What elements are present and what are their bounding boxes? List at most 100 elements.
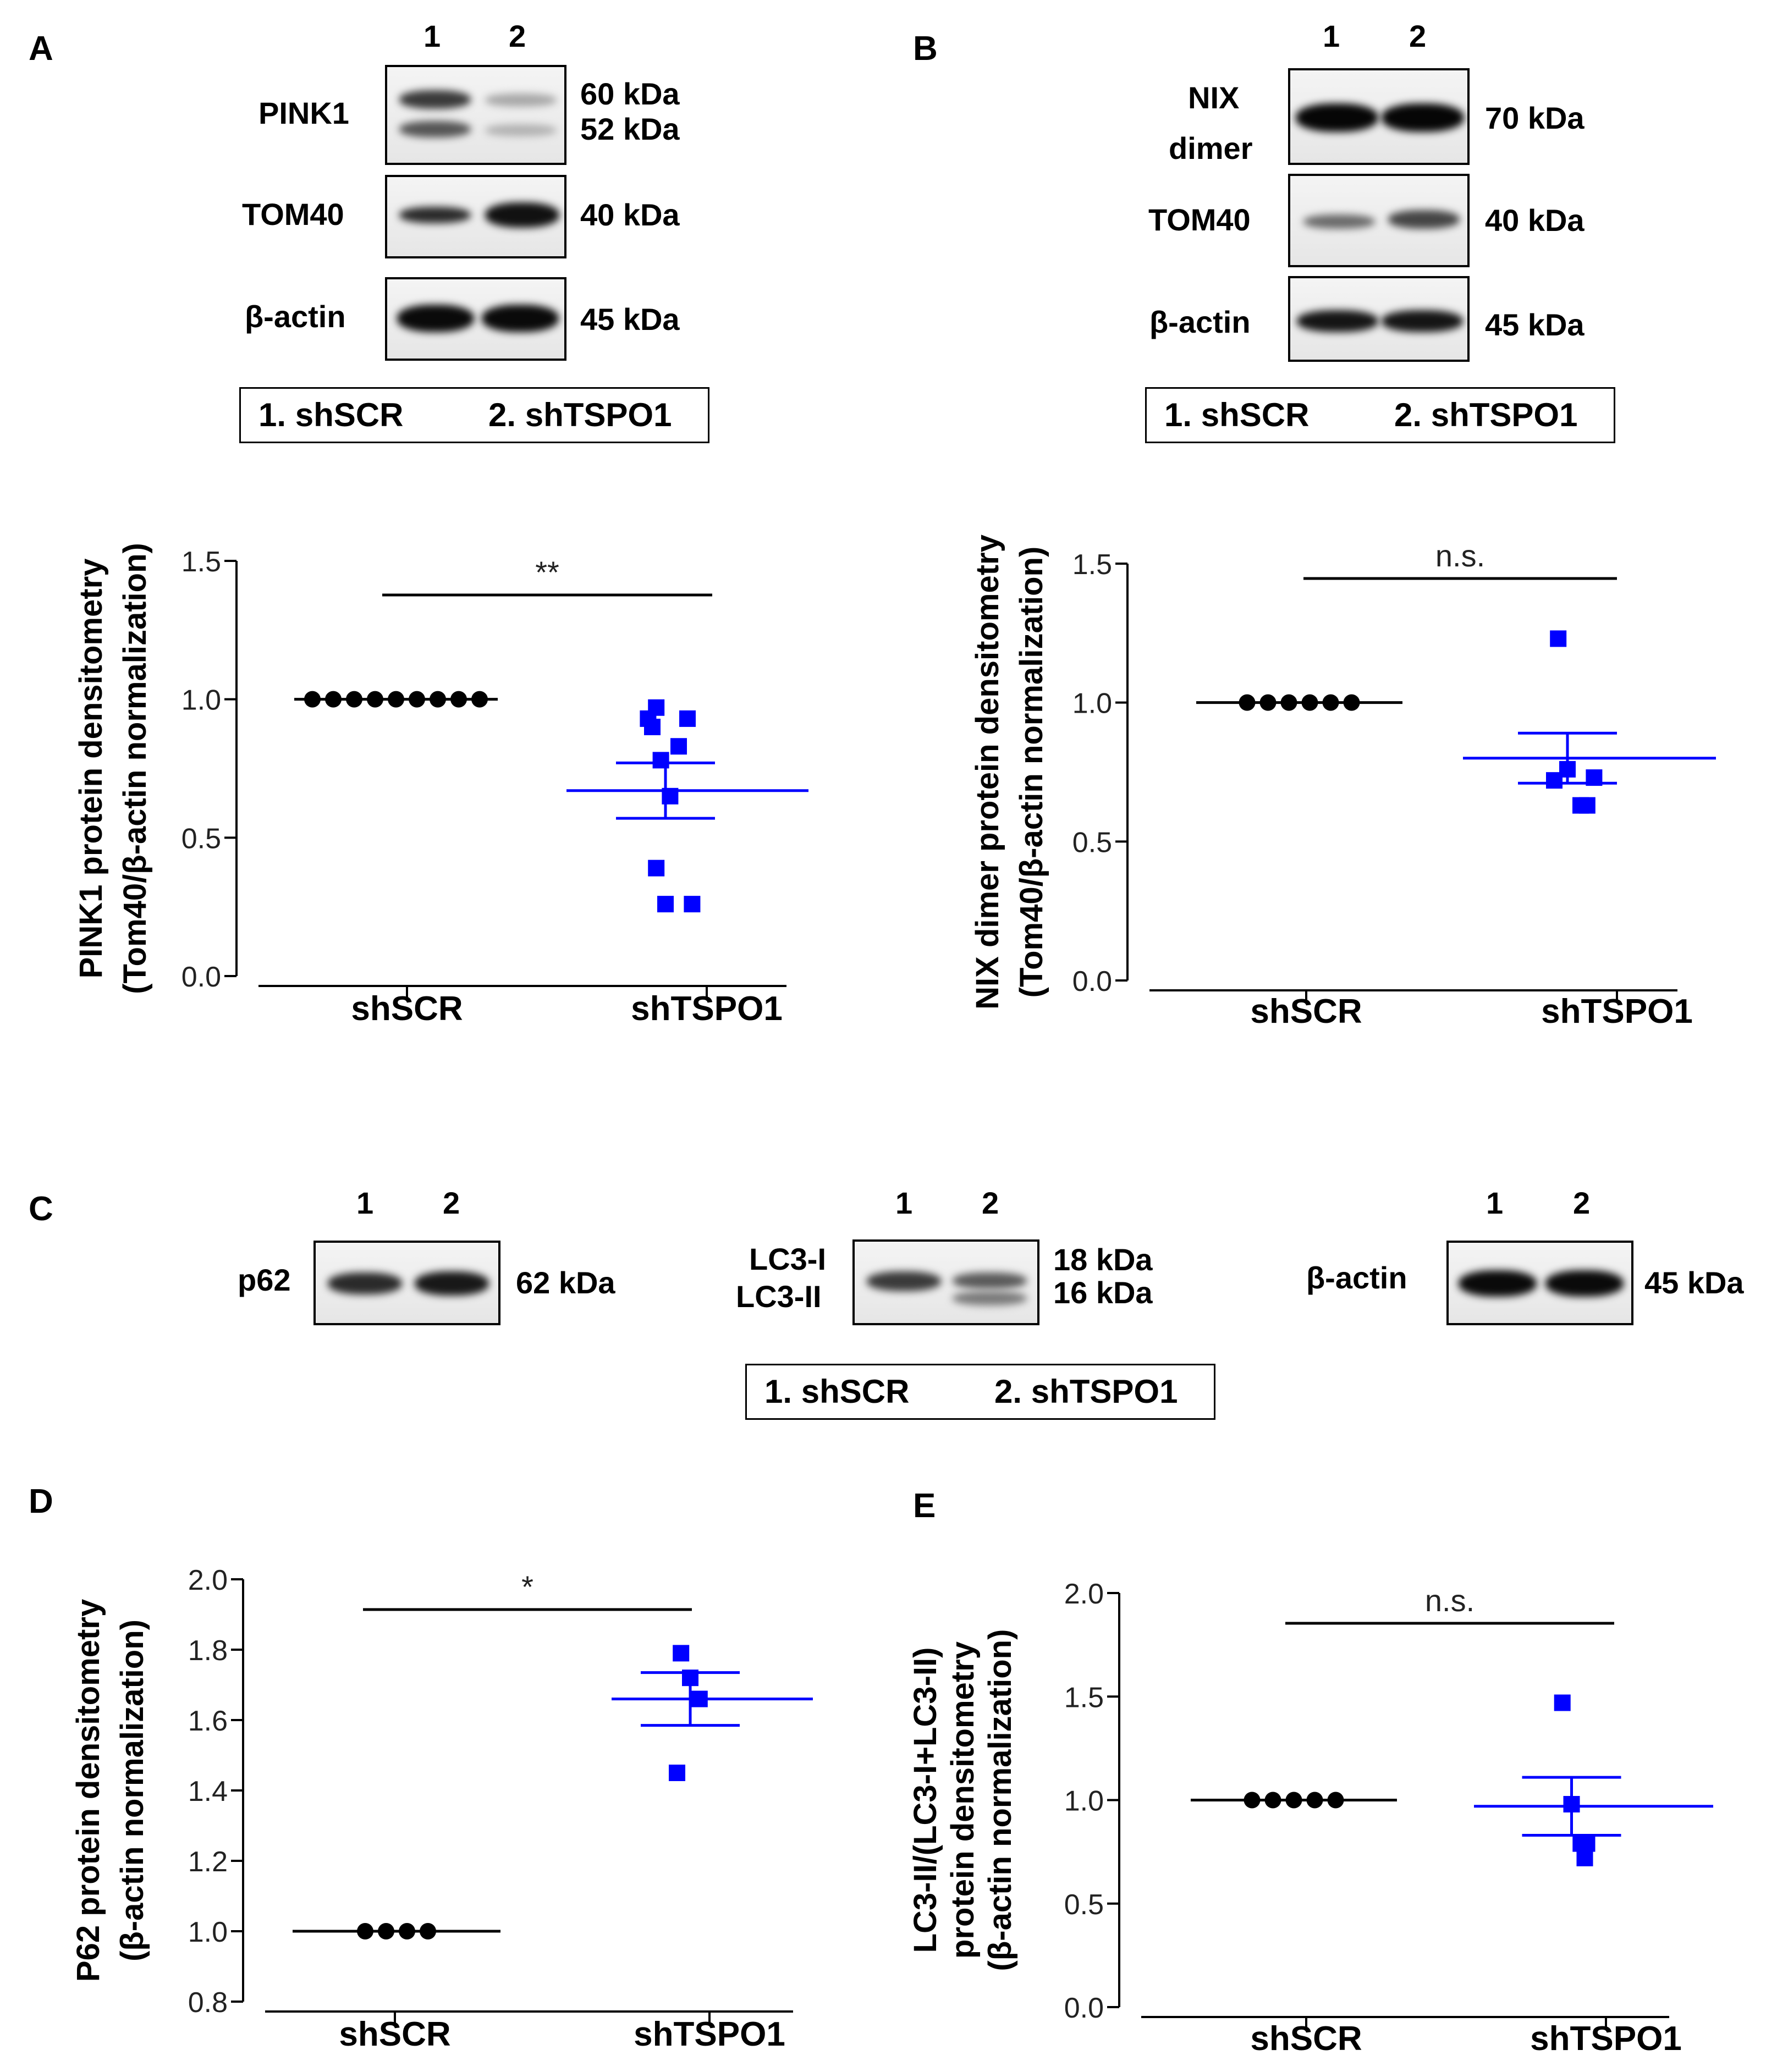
data-point	[662, 787, 679, 804]
data-point	[346, 691, 362, 708]
y-axis-title: protein densitometry	[945, 1641, 981, 1959]
data-point	[325, 691, 342, 708]
legend-item-shscr: 1. shSCR	[258, 396, 404, 433]
y-tick-label: 1.5	[181, 546, 221, 578]
chart-e: 0.0 0.5 1.0 1.5 2.0 LC3-II/(LC3-I+LC3-II) prot…	[907, 1578, 1713, 2058]
chart-d: 0.8 1.0 1.2 1.4 1.6 1.8 2.0 P62 protein densito…	[70, 1564, 813, 2053]
lane-number-1: 1	[895, 1186, 913, 1220]
kda-label-40: 40 kDa	[580, 197, 680, 232]
kda-label-62: 62 kDa	[516, 1265, 615, 1300]
legend-item-shtspo1: 2. shTSPO1	[488, 396, 672, 433]
data-point	[1343, 694, 1360, 711]
data-point	[357, 1923, 373, 1939]
data-point	[679, 710, 696, 727]
kda-label-60: 60 kDa	[580, 76, 680, 111]
legend-box-c: 1. shSCR 2. shTSPO1	[745, 1364, 1215, 1420]
legend-item-shtspo1: 2. shTSPO1	[1394, 396, 1578, 433]
data-point	[367, 691, 383, 708]
y-tick-label: 1.0	[181, 685, 221, 717]
y-axis-title: (Tom40/β-actin normalization)	[117, 543, 153, 994]
data-point	[1280, 694, 1297, 711]
y-tick-label: 1.5	[1064, 1682, 1104, 1713]
data-point	[1259, 694, 1277, 711]
kda-label-18: 18 kDa	[1053, 1242, 1153, 1277]
data-point	[1285, 1792, 1302, 1809]
y-tick-label: 0.5	[1072, 826, 1112, 858]
lane-number-2: 2	[443, 1186, 460, 1220]
panel-label-d: D	[29, 1483, 53, 1520]
lane-number-1: 1	[1486, 1186, 1504, 1220]
kda-label-40: 40 kDa	[1485, 203, 1585, 238]
blot-image-pink1	[385, 65, 566, 165]
data-point	[409, 691, 425, 708]
kda-label-45: 45 kDa	[1485, 307, 1585, 342]
data-point	[648, 859, 665, 877]
blot-label-lc3-ii: LC3-II	[736, 1279, 822, 1314]
chart-a: 0.0 0.5 1.0 1.5 PINK1 protein densitometry (T…	[73, 543, 808, 1028]
lane-number-2: 2	[982, 1186, 999, 1220]
y-axis-title: P62 protein densitometry	[70, 1599, 106, 1982]
data-point	[1264, 1792, 1281, 1809]
panel-label-a: A	[29, 30, 53, 68]
y-tick-label: 0.0	[1072, 966, 1112, 998]
data-point	[1554, 1694, 1571, 1711]
data-point	[1301, 694, 1318, 711]
y-axis-title: (Tom40/β-actin normalization)	[1014, 547, 1049, 998]
x-category-label: shSCR	[1250, 993, 1362, 1031]
significance-label: n.s.	[1435, 538, 1485, 573]
data-point	[304, 691, 321, 708]
blot-image-actin	[1446, 1241, 1633, 1325]
x-category-label: shTSPO1	[631, 990, 783, 1028]
blot-image-lc3	[852, 1239, 1039, 1325]
y-axis-title: PINK1 protein densitometry	[73, 559, 109, 979]
data-point	[450, 691, 467, 708]
blot-image-p62	[313, 1241, 500, 1325]
data-point	[1550, 630, 1567, 647]
data-point	[378, 1923, 394, 1939]
data-point	[1578, 1835, 1596, 1852]
data-point	[1586, 769, 1603, 786]
kda-label-45: 45 kDa	[1644, 1265, 1744, 1300]
data-point	[1322, 694, 1339, 711]
data-point	[430, 691, 446, 708]
blot-label-actin: β-actin	[1306, 1260, 1407, 1295]
data-point	[684, 896, 701, 913]
blot-label-pink1: PINK1	[258, 96, 349, 130]
chart-b: 0.0 0.5 1.0 1.5 NIX dimer protein densitomet…	[970, 534, 1716, 1031]
data-point	[420, 1923, 436, 1939]
x-category-label: shSCR	[351, 990, 463, 1028]
significance-label: n.s.	[1425, 1583, 1475, 1618]
y-tick-label: 2.0	[188, 1564, 228, 1596]
y-tick-label: 1.8	[188, 1635, 228, 1667]
data-point	[1563, 1796, 1580, 1813]
y-tick-label: 0.0	[1064, 1992, 1104, 2024]
data-point	[691, 1690, 708, 1707]
data-point	[471, 691, 488, 708]
kda-label-45: 45 kDa	[580, 302, 680, 337]
lane-number-1: 1	[1323, 19, 1340, 53]
x-category-label: shSCR	[339, 2015, 450, 2053]
blot-image-tom40	[385, 175, 566, 258]
y-tick-label: 0.0	[181, 961, 221, 993]
blot-label-actin: β-actin	[245, 299, 346, 334]
kda-label-52: 52 kDa	[580, 112, 680, 146]
blot-label-p62: p62	[238, 1263, 291, 1297]
x-category-label: shSCR	[1250, 2020, 1362, 2058]
panel-label-e: E	[913, 1487, 936, 1525]
data-point	[682, 1669, 698, 1687]
blot-image-nix-dimer	[1288, 68, 1470, 165]
y-tick-label: 1.4	[188, 1776, 228, 1808]
data-point	[673, 1645, 690, 1662]
data-point	[652, 752, 669, 769]
y-tick-label: 1.0	[188, 1916, 228, 1948]
blot-image-actin	[1288, 276, 1470, 362]
data-point	[1546, 772, 1563, 789]
y-tick-label: 1.6	[188, 1705, 228, 1737]
blot-label-nix: NIX	[1188, 80, 1240, 115]
blot-label-tom40: TOM40	[242, 197, 344, 232]
lane-number-2: 2	[1409, 19, 1427, 53]
blot-image-tom40	[1288, 174, 1470, 267]
data-point	[1306, 1792, 1323, 1809]
kda-label-16: 16 kDa	[1053, 1275, 1153, 1310]
